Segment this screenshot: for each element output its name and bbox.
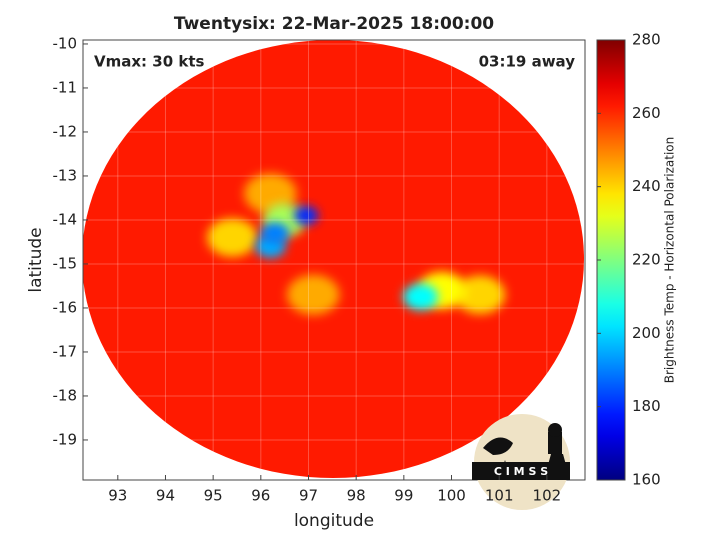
y-tick-label: -14 bbox=[53, 210, 78, 228]
x-axis-label: longitude bbox=[294, 511, 374, 531]
x-tick-label: 97 bbox=[299, 487, 318, 505]
hotspot bbox=[287, 274, 340, 315]
hotspot bbox=[207, 218, 258, 257]
logo: C I M S S bbox=[472, 414, 570, 510]
x-tick-label: 101 bbox=[485, 487, 514, 505]
plot-frame bbox=[82, 39, 586, 481]
colorbar-tick-label: 240 bbox=[632, 177, 661, 195]
y-tick-label: -10 bbox=[53, 34, 78, 52]
colorbar-tick-label: 260 bbox=[632, 104, 661, 122]
y-axis-label: latitude bbox=[26, 227, 46, 292]
hotspot bbox=[260, 222, 290, 245]
y-tick-label: -12 bbox=[53, 122, 78, 140]
y-tick-label: -17 bbox=[53, 342, 78, 360]
chart-title: Twentysix: 22-Mar-2025 18:00:00 bbox=[174, 14, 494, 34]
annotation: 03:19 away bbox=[479, 53, 576, 71]
x-tick-label: 100 bbox=[437, 487, 466, 505]
y-tick-label: -16 bbox=[53, 298, 78, 316]
logo-text: C I M S S bbox=[494, 465, 548, 478]
x-tick-label: 94 bbox=[156, 487, 175, 505]
logo-shape bbox=[548, 423, 562, 437]
hotspot bbox=[293, 206, 319, 225]
colorbar bbox=[596, 39, 626, 481]
hotspot bbox=[402, 283, 439, 311]
hotspot bbox=[454, 275, 506, 315]
colorbar-tick-label: 220 bbox=[632, 251, 661, 269]
plot-area bbox=[83, 40, 585, 480]
colorbar-tick-label: 180 bbox=[632, 397, 661, 415]
colorbar-tick-label: 160 bbox=[632, 471, 661, 489]
x-tick-label: 98 bbox=[347, 487, 366, 505]
colorbar-tick-label: 200 bbox=[632, 324, 661, 342]
y-tick-label: -18 bbox=[53, 386, 78, 404]
x-tick-label: 96 bbox=[251, 487, 270, 505]
y-tick-label: -19 bbox=[53, 430, 78, 448]
y-tick-label: -15 bbox=[53, 254, 78, 272]
swath bbox=[83, 40, 584, 478]
y-tick-label: -13 bbox=[53, 166, 78, 184]
annotation: Vmax: 30 kts bbox=[94, 53, 204, 71]
logo-band bbox=[472, 462, 570, 480]
y-tick-label: -11 bbox=[53, 78, 78, 96]
colorbar-label: Brightness Temp - Horizontal Polarizatio… bbox=[663, 137, 677, 384]
x-tick-label: 99 bbox=[394, 487, 413, 505]
x-tick-label: 102 bbox=[533, 487, 562, 505]
x-tick-label: 93 bbox=[108, 487, 127, 505]
x-tick-label: 95 bbox=[204, 487, 223, 505]
colorbar-tick-label: 280 bbox=[632, 31, 661, 49]
